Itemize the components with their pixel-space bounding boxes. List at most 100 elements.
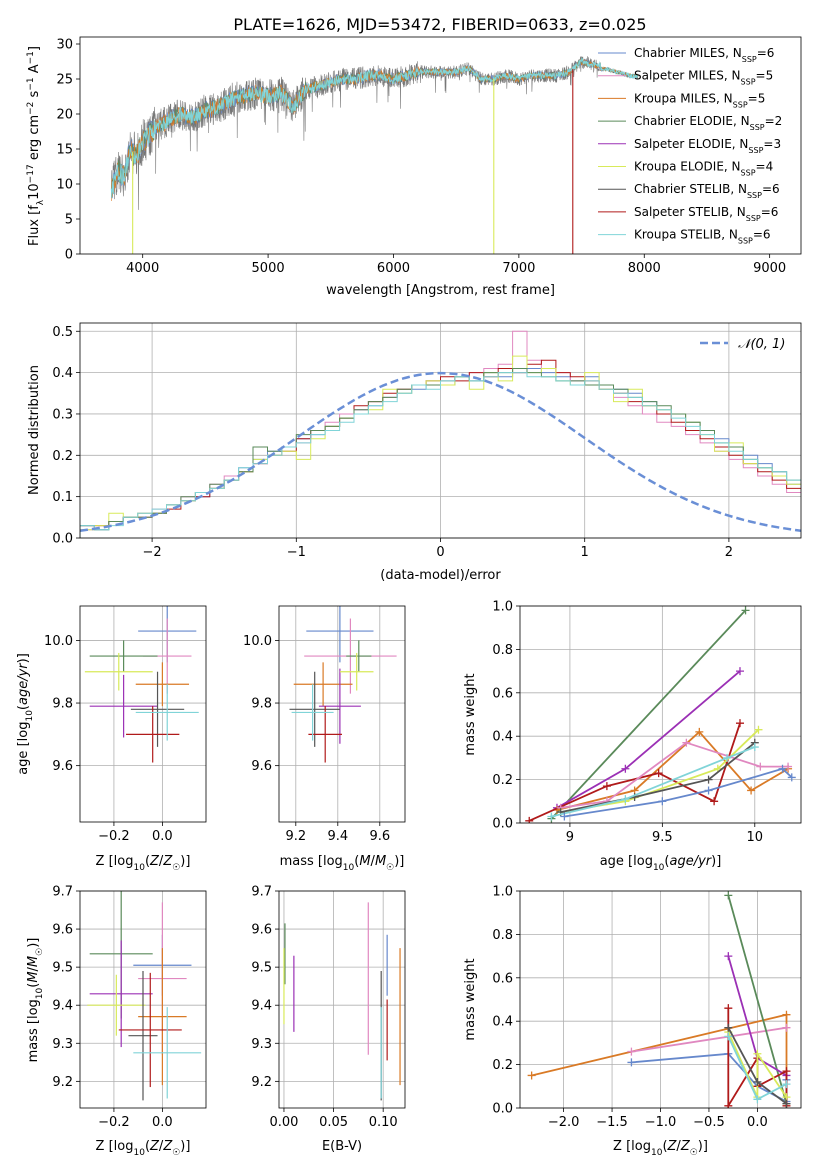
weight-point-marker <box>525 816 534 823</box>
error-bar-point <box>135 662 190 707</box>
weight-point-marker <box>754 725 763 734</box>
weight-series <box>724 1032 791 1104</box>
error-bar-point <box>133 1007 202 1099</box>
error-bar-point <box>128 970 158 1101</box>
x-tick-label: 0.0 <box>152 1115 173 1130</box>
error-bar-point <box>339 652 374 691</box>
weight-point-marker <box>621 795 630 804</box>
y-tick-label: 0.8 <box>492 928 513 943</box>
x-tick-label: 7000 <box>502 261 535 276</box>
plot-area <box>527 891 791 1108</box>
y-axis-label: Flux [fλ10−17 erg cm−2 s−1 A−1] <box>26 46 46 246</box>
ticks: −0.2 0.0 9.2 9.3 9.4 9.5 9.6 9.7 <box>52 885 172 1131</box>
y-tick-label: 9.5 <box>52 961 73 976</box>
normal-reference-curve <box>80 371 801 533</box>
error-bar-point <box>84 652 153 691</box>
ticks: 4000 5000 6000 7000 8000 9000 0 5 10 15 20 25 30 <box>56 38 786 277</box>
y-tick-label: 10.0 <box>243 634 272 649</box>
y-tick-label: 9.5 <box>251 961 272 976</box>
weight-point-marker <box>756 762 765 771</box>
weight-point-marker <box>741 606 750 615</box>
y-tick-label: 0.8 <box>492 643 513 658</box>
x-tick-label: 9.5 <box>652 830 673 845</box>
legend-entry: Salpeter MILES, NSSP=5 <box>598 69 773 86</box>
axes-frame <box>79 890 207 1109</box>
y-tick-label: 9.6 <box>52 759 73 774</box>
x-tick-label: 0.05 <box>319 1115 348 1130</box>
weight-point-marker <box>602 782 611 791</box>
y-tick-label: 9.4 <box>251 999 272 1014</box>
plot-area <box>84 606 199 763</box>
y-tick-label: 0.4 <box>52 366 73 381</box>
x-tick-label: −0.2 <box>98 829 130 844</box>
y-tick-label: 15 <box>56 143 73 158</box>
axes-frame <box>79 36 802 255</box>
weight-point-marker <box>704 775 713 784</box>
x-axis-label: (data-model)/error <box>380 568 501 583</box>
x-axis-label: Z [log10(Z/Z☉)] <box>613 1139 708 1158</box>
legend-entry: Salpeter ELODIE, NSSP=3 <box>598 137 781 155</box>
y-tick-label: 9.8 <box>52 697 73 712</box>
y-tick-label: 9.7 <box>251 885 272 900</box>
error-bar-point <box>306 606 374 663</box>
weight-point-marker <box>704 786 713 795</box>
legend-label: 𝒩(0, 1) <box>738 337 785 352</box>
y-tick-label: 9.8 <box>251 697 272 712</box>
error-bar-point <box>89 940 153 1048</box>
plot-area <box>110 55 639 254</box>
axes-frame <box>79 605 207 823</box>
gridlines <box>279 606 405 822</box>
x-tick-label: −2.0 <box>548 1115 580 1130</box>
error-bar-point <box>126 706 180 763</box>
y-tick-label: 0.5 <box>52 325 73 340</box>
x-tick-label: 9 <box>566 830 574 845</box>
legend-entry: Chabrier ELODIE, NSSP=2 <box>598 114 782 132</box>
error-bar-point <box>89 640 158 672</box>
weight-series <box>560 764 796 821</box>
weight-point-marker <box>710 797 719 806</box>
error-bar-point <box>308 706 342 763</box>
ticks: −2.0 −1.5 −1.0 −0.5 0.0 0.0 0.2 0.4 0.6 0.8 1.0 <box>492 885 767 1131</box>
legend-label: Kroupa STELIB, NSSP=6 <box>634 228 771 246</box>
weight-series <box>525 719 744 823</box>
figure-title: PLATE=1626, MJD=53472, FIBERID=0633, z=0… <box>233 15 646 34</box>
histogram-legend: 𝒩(0, 1) <box>700 337 785 352</box>
y-axis-label: mass weight <box>463 958 478 1040</box>
weight-point-marker <box>735 667 744 676</box>
legend-label: Kroupa ELODIE, NSSP=4 <box>634 160 773 178</box>
y-tick-label: 25 <box>56 73 73 88</box>
weight-point-marker <box>627 1047 636 1056</box>
x-axis-label: E(B-V) <box>322 1139 362 1154</box>
mass-weight-vs-age-panel: 9 9.5 10 0.0 0.2 0.4 0.6 0.8 1.0 age [log10(age/y… <box>463 600 802 873</box>
plot-area <box>87 891 202 1101</box>
x-tick-label: 9.6 <box>369 829 390 844</box>
x-tick-label: 9000 <box>753 261 786 276</box>
y-tick-label: 0.1 <box>52 490 73 505</box>
mass-weight-vs-metallicity-panel: −2.0 −1.5 −1.0 −0.5 0.0 0.0 0.2 0.4 0.6 0.8 1.0 Z [… <box>463 885 802 1158</box>
x-tick-label: −0.2 <box>98 1115 130 1130</box>
plot-area <box>80 330 801 538</box>
weight-series-line <box>727 1031 788 1098</box>
residual-histogram-panel: −2 −1 0 1 2 0.0 0.1 0.2 0.3 0.4 0.5 (data-model)/er… <box>27 322 802 583</box>
weight-point-marker <box>724 1004 733 1013</box>
y-tick-label: 9.4 <box>52 999 73 1014</box>
legend-label: Chabrier STELIB, NSSP=6 <box>634 182 780 200</box>
y-tick-label: 0.0 <box>492 1102 513 1117</box>
x-tick-label: −1 <box>287 545 306 560</box>
x-tick-label: 9.4 <box>327 829 348 844</box>
x-tick-label: 5000 <box>252 261 285 276</box>
weight-series-line <box>560 741 756 813</box>
weight-point-marker <box>787 773 796 782</box>
weight-series <box>547 743 759 821</box>
y-tick-label: 10.0 <box>44 634 73 649</box>
weight-point-marker <box>724 1032 733 1041</box>
legend-label: Salpeter ELODIE, NSSP=3 <box>634 137 781 155</box>
ticks: 9.2 9.4 9.6 9.6 9.8 10.0 <box>243 634 390 844</box>
x-tick-label: 1 <box>581 545 589 560</box>
y-tick-label: 0.2 <box>52 449 73 464</box>
y-tick-label: 9.7 <box>52 885 73 900</box>
spectrum-panel: 4000 5000 6000 7000 8000 9000 0 5 10 15 20 25 30 wave… <box>26 36 802 298</box>
mass-vs-extinction-panel: 0.00 0.05 0.10 9.2 9.3 9.4 9.5 9.6 9.7 E(B-V) <box>251 885 406 1154</box>
y-tick-label: 0.2 <box>492 1058 513 1073</box>
